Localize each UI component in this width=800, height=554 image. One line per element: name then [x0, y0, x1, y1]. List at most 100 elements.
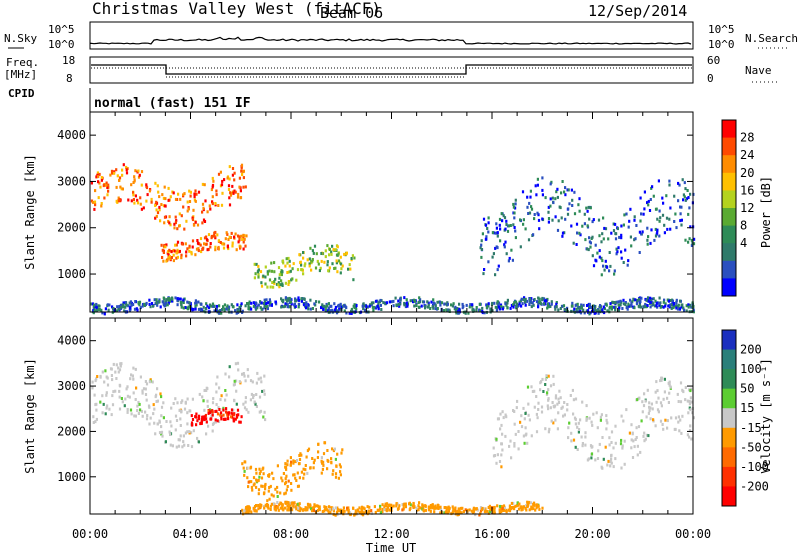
heatmap-cell — [381, 503, 384, 507]
heatmap-cell — [622, 298, 625, 302]
heatmap-cell — [308, 257, 311, 261]
heatmap-cell — [192, 429, 195, 433]
heatmap-cell — [317, 504, 320, 508]
heatmap-cell — [244, 400, 247, 404]
heatmap-cell — [646, 304, 649, 307]
heatmap-cell — [386, 505, 389, 509]
heatmap-cell — [674, 212, 677, 216]
heatmap-cell — [601, 308, 604, 312]
heatmap-cell — [191, 397, 194, 401]
heatmap-cell — [381, 510, 384, 514]
heatmap-cell — [186, 411, 189, 415]
heatmap-cell — [647, 411, 650, 415]
heatmap-cell — [552, 374, 555, 378]
heatmap-cell — [668, 179, 671, 183]
heatmap-cell — [569, 394, 572, 397]
heatmap-cell — [499, 227, 502, 231]
heatmap-cell — [330, 460, 333, 464]
heatmap-cell — [640, 419, 643, 423]
heatmap-cell — [247, 480, 250, 484]
heatmap-cell — [429, 505, 432, 509]
heatmap-cell — [216, 233, 219, 237]
heatmap-cell — [258, 410, 261, 414]
heatmap-cell — [134, 398, 137, 401]
heatmap-cell — [530, 297, 533, 301]
colorbar-tick-label: 8 — [740, 219, 747, 233]
heatmap-cell — [209, 303, 212, 307]
heatmap-cell — [661, 213, 665, 217]
heatmap-cell — [156, 387, 159, 391]
heatmap-cell — [418, 501, 421, 505]
heatmap-cell — [692, 308, 695, 312]
heatmap-cell — [217, 247, 220, 251]
heatmap-cell — [284, 302, 287, 306]
heatmap-cell — [395, 504, 398, 508]
heatmap-cell — [646, 242, 649, 246]
heatmap-cell — [257, 268, 260, 272]
heatmap-cell — [693, 237, 696, 241]
heatmap-cell — [607, 237, 610, 241]
heatmap-cell — [195, 412, 198, 416]
heatmap-cell — [664, 418, 667, 422]
heatmap-cell — [186, 209, 189, 213]
heatmap-cell — [658, 296, 661, 300]
heatmap-cell — [329, 510, 332, 514]
freq-unit: [MHz] — [4, 68, 37, 81]
heatmap-cell — [106, 186, 109, 189]
heatmap-cell — [658, 209, 661, 213]
heatmap-cell — [213, 234, 216, 238]
heatmap-cell — [220, 183, 224, 187]
heatmap-cell — [174, 197, 178, 201]
heatmap-cell — [482, 272, 485, 276]
heatmap-cell — [437, 504, 440, 507]
heatmap-cell — [591, 220, 594, 224]
heatmap-cell — [235, 311, 238, 315]
heatmap-cell — [345, 311, 348, 315]
heatmap-cell — [655, 400, 658, 404]
heatmap-cell — [432, 302, 435, 306]
heatmap-cell — [338, 463, 341, 467]
heatmap-cell — [663, 223, 666, 227]
heatmap-cell — [619, 303, 622, 307]
heatmap-cell — [306, 258, 309, 262]
heatmap-cell — [126, 408, 129, 411]
heatmap-cell — [679, 299, 682, 303]
heatmap-cell — [227, 184, 231, 188]
heatmap-cell — [512, 223, 515, 227]
colorbar-segment — [722, 120, 736, 139]
heatmap-cell — [143, 302, 146, 306]
heatmap-cell — [204, 413, 207, 417]
heatmap-cell — [570, 439, 573, 443]
heatmap-cell — [111, 305, 114, 309]
heatmap-cell — [598, 255, 601, 259]
heatmap-cell — [205, 432, 208, 436]
heatmap-cell — [547, 210, 550, 214]
heatmap-cell — [132, 191, 135, 195]
heatmap-cell — [427, 508, 430, 512]
heatmap-cell — [300, 470, 303, 474]
heatmap-cell — [642, 434, 645, 438]
heatmap-cell — [225, 231, 228, 235]
heatmap-cell — [141, 389, 144, 393]
heatmap-cell — [203, 183, 206, 187]
heatmap-cell — [363, 511, 366, 515]
heatmap-cell — [93, 393, 96, 397]
heatmap-cell — [613, 301, 616, 304]
heatmap-cell — [514, 236, 517, 240]
heatmap-cell — [594, 258, 597, 262]
heatmap-cell — [611, 300, 614, 304]
heatmap-cell — [192, 208, 195, 212]
heatmap-cell — [302, 476, 305, 480]
heatmap-cell — [578, 428, 581, 431]
heatmap-cell — [654, 424, 657, 428]
y-tick-label: 4000 — [57, 128, 86, 142]
heatmap-cell — [470, 509, 473, 513]
heatmap-cell — [235, 402, 238, 406]
heatmap-cell — [431, 305, 434, 309]
heatmap-cell — [364, 308, 367, 312]
heatmap-cell — [126, 394, 129, 398]
heatmap-cell — [252, 506, 255, 510]
heatmap-cell — [609, 264, 612, 268]
heatmap-cell — [647, 299, 650, 303]
heatmap-cell — [572, 241, 575, 245]
